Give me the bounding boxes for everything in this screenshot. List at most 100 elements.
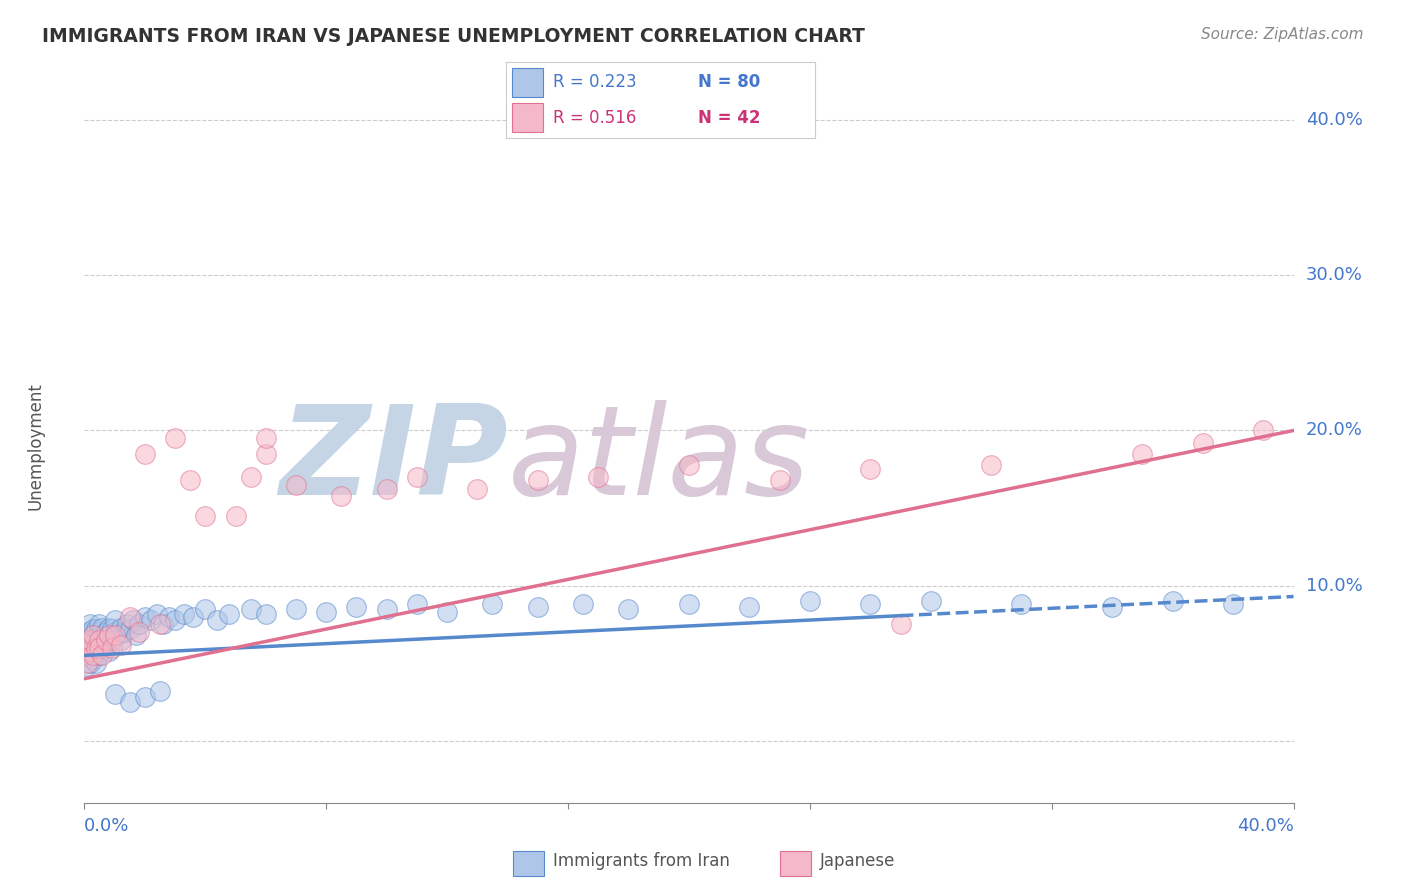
Point xyxy=(436,605,458,619)
Text: 0.0%: 0.0% xyxy=(84,817,129,835)
Point xyxy=(526,600,548,615)
Text: 30.0%: 30.0% xyxy=(1306,267,1362,285)
Point xyxy=(89,648,111,663)
Point xyxy=(76,638,98,652)
Point xyxy=(330,489,353,503)
Point xyxy=(91,648,114,663)
Text: R = 0.223: R = 0.223 xyxy=(553,73,636,91)
Text: 40.0%: 40.0% xyxy=(1306,112,1362,129)
Point xyxy=(82,622,104,636)
Point xyxy=(157,609,180,624)
Point xyxy=(79,644,101,658)
Point xyxy=(82,628,104,642)
Point xyxy=(82,651,104,665)
Point xyxy=(179,473,201,487)
Point xyxy=(254,447,277,461)
Point xyxy=(104,687,127,701)
Point xyxy=(139,613,162,627)
Point xyxy=(859,462,882,476)
Text: R = 0.516: R = 0.516 xyxy=(553,109,636,127)
Point xyxy=(194,602,217,616)
Point xyxy=(254,431,277,445)
Point xyxy=(1161,594,1184,608)
Point xyxy=(100,622,122,636)
Point xyxy=(76,656,98,670)
Point xyxy=(97,620,120,634)
Text: atlas: atlas xyxy=(508,400,810,521)
Point xyxy=(82,648,104,663)
Point xyxy=(1191,436,1213,450)
Point xyxy=(859,597,882,611)
Point xyxy=(406,470,429,484)
Point xyxy=(100,632,122,647)
Point xyxy=(152,617,174,632)
Point xyxy=(284,602,308,616)
Point xyxy=(1130,447,1153,461)
Point xyxy=(890,617,912,632)
Text: N = 42: N = 42 xyxy=(697,109,761,127)
Point xyxy=(110,638,132,652)
Point xyxy=(86,640,108,655)
Point xyxy=(91,628,114,642)
Point xyxy=(73,648,96,663)
Point xyxy=(572,597,595,611)
Point xyxy=(134,690,156,705)
Point xyxy=(118,622,141,636)
Text: ZIP: ZIP xyxy=(278,400,508,521)
Point xyxy=(218,607,240,621)
Point xyxy=(104,613,127,627)
Point xyxy=(94,632,117,647)
Point xyxy=(1101,600,1123,615)
Point xyxy=(89,632,111,647)
Point xyxy=(481,597,503,611)
Text: 20.0%: 20.0% xyxy=(1306,422,1362,440)
Point xyxy=(110,632,132,647)
Point xyxy=(82,636,104,650)
Point xyxy=(146,607,169,621)
Point xyxy=(134,609,156,624)
Point xyxy=(163,431,186,445)
Point xyxy=(678,597,700,611)
Point xyxy=(79,656,101,670)
Point xyxy=(104,628,127,642)
Point xyxy=(121,613,143,627)
Point xyxy=(617,602,640,616)
Point xyxy=(738,600,761,615)
Point xyxy=(86,644,108,658)
Point xyxy=(375,483,398,497)
Point xyxy=(79,628,101,642)
Point xyxy=(769,473,792,487)
Point xyxy=(110,620,132,634)
Point xyxy=(173,607,195,621)
Point xyxy=(118,609,141,624)
Point xyxy=(315,605,337,619)
Point xyxy=(79,638,101,652)
Bar xyxy=(512,68,543,96)
Point xyxy=(86,632,108,647)
Point xyxy=(94,640,117,655)
Point xyxy=(239,470,262,484)
Point xyxy=(1251,424,1274,438)
Point xyxy=(980,458,1002,472)
Text: IMMIGRANTS FROM IRAN VS JAPANESE UNEMPLOYMENT CORRELATION CHART: IMMIGRANTS FROM IRAN VS JAPANESE UNEMPLO… xyxy=(42,27,865,45)
Point xyxy=(104,625,127,640)
Point xyxy=(97,628,120,642)
Point xyxy=(89,640,111,655)
Point xyxy=(91,640,114,655)
Point xyxy=(76,632,98,647)
Point xyxy=(163,613,186,627)
Point xyxy=(79,617,101,632)
Point xyxy=(284,477,308,491)
Point xyxy=(149,684,172,698)
Point xyxy=(467,483,489,497)
Point xyxy=(112,625,135,640)
Text: 40.0%: 40.0% xyxy=(1237,817,1294,835)
Point xyxy=(1010,597,1032,611)
Point xyxy=(94,632,117,647)
Point xyxy=(225,508,247,523)
Bar xyxy=(512,103,543,132)
Point xyxy=(406,597,429,611)
Point xyxy=(89,636,111,650)
Point xyxy=(118,695,141,709)
Point xyxy=(97,644,120,658)
